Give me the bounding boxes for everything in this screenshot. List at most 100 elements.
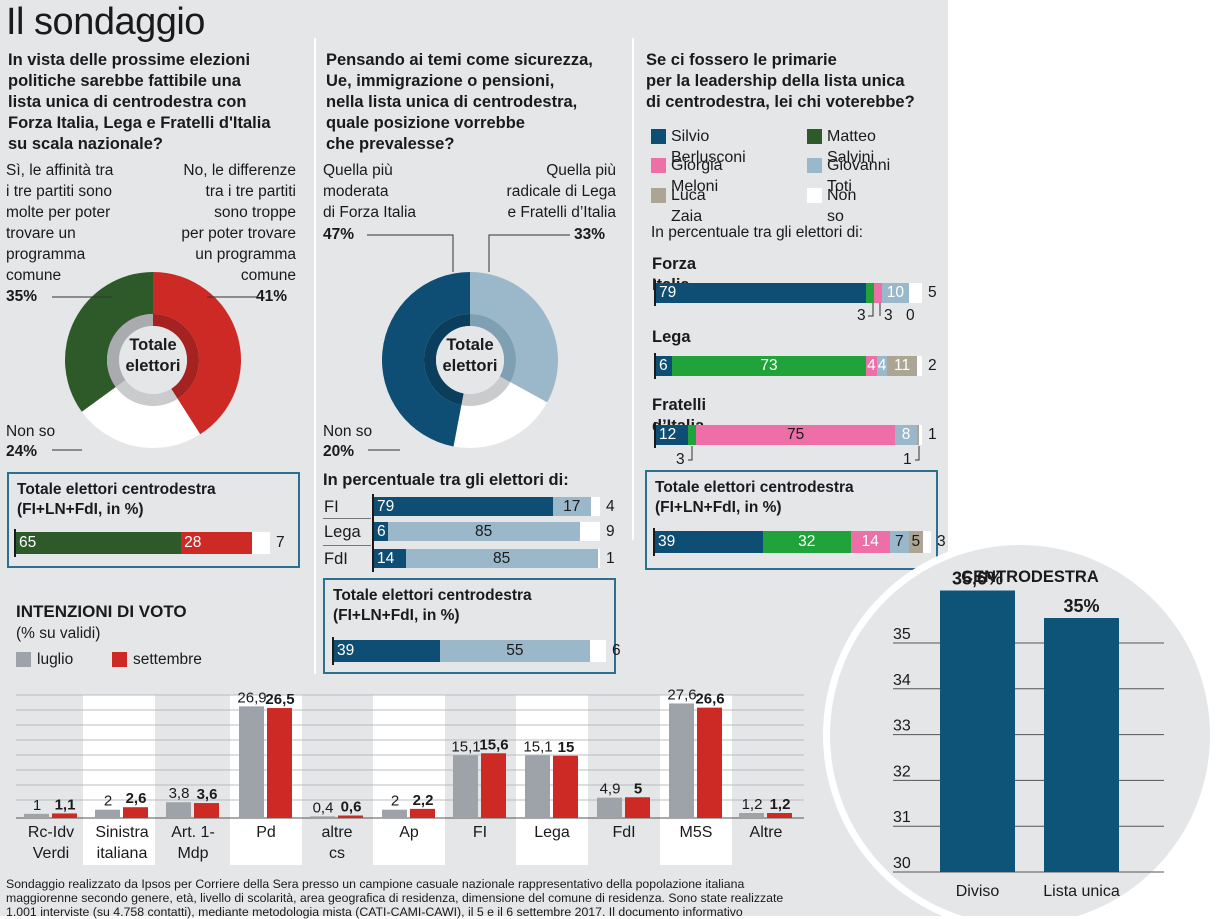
q2-row-separator [323,518,371,519]
q3-total-bar: 39 32 14 7 5 3 [653,528,946,556]
vote-bar-settembre [267,708,292,818]
bar-segment-label: 4 [867,357,876,374]
q1-yes-outer-slice [65,272,153,412]
vote-value-settembre: 3,6 [197,786,218,803]
column-divider [632,38,634,540]
bar-segment-label: 3 [937,533,946,550]
bar-axis-tick [654,280,656,306]
vote-value-settembre: 26,5 [265,691,294,708]
q1-yes-pct: 35% [6,288,38,305]
vote-bar-luglio [382,809,407,818]
vote-bar-settembre [338,815,363,818]
q2-party-bar: 14 85 1 [372,546,615,571]
q3-subtitle: In percentuale tra gli elettori di: [651,224,863,241]
vote-category-label: altre [321,824,352,841]
vote-category-label: Mdp [177,845,208,862]
bar-segment [334,640,441,662]
q2-moderate-pct: 47% [323,226,355,243]
q1-no-inner-slice [153,314,200,399]
vote-bar-luglio [525,755,550,818]
q2-nonso-pct: 20% [323,443,355,460]
q3-legend-swatch [651,129,666,144]
bar-segment [16,532,182,554]
bar-segment [656,425,688,445]
vote-bar-luglio [739,813,764,818]
vote-value-luglio: 2 [391,793,399,810]
vote-value-luglio: 27,6 [667,686,696,703]
bar-segment-label: 32 [798,533,816,550]
q1-nonso-label: Non so [6,423,56,440]
vote-category-label: Pd [256,824,276,841]
vote-bar-settembre [123,807,148,818]
bar-segment [916,425,920,445]
q2-party-bar: 79 17 4 [372,494,615,519]
centrodestra-value-label: 35% [1063,596,1099,616]
bar-segment [374,522,388,541]
q2-party-bar: 6 85 9 [372,519,615,544]
vote-bar-settembre [767,813,792,818]
q1-nonso-inner-slice [115,379,178,407]
vote-value-luglio: 3,8 [169,785,190,802]
bar-segment [579,522,600,541]
q3-question: Se ci fossero le primarie per la leadersh… [646,51,915,111]
q3-legend-swatch [651,158,666,173]
bar-segment [882,283,909,303]
vote-column-band [373,695,445,865]
q1-total-box-title: Totale elettori centrodestra (FI+LN+FdI, … [17,481,216,518]
vote-value-settembre: 5 [634,780,642,797]
bar-segment [656,283,867,303]
vote-bar-luglio [310,816,335,818]
vote-value-luglio: 4,9 [600,781,621,798]
bar-segment [252,532,270,554]
q3-legend-swatch [807,188,822,203]
q1-yes-inner-slice [106,314,153,388]
vote-bar-luglio [669,703,694,818]
q2-radical-inner-slice [470,314,516,383]
bar-segment [687,425,696,445]
q3-connector [915,446,920,461]
bar-segment [919,425,922,445]
bar-segment [916,356,922,376]
bar-segment-label: 2 [928,357,937,374]
vote-bar-settembre [553,755,578,818]
vote-bar-settembre [481,753,506,818]
vote-bar-settembre [410,808,435,818]
centrodestra-ytick: 33 [893,718,911,735]
bar-segment [590,497,600,516]
bar-segment [762,531,851,553]
q3-fi-salvini-label: 3 [857,307,866,324]
centrodestra-category-label: Lista unica [1043,883,1120,900]
bar-segment [850,531,890,553]
bar-segment-label: 39 [337,642,355,659]
bar-segment-label: 17 [563,498,581,515]
vote-value-luglio: 15,1 [523,738,552,755]
bar-segment-label: 9 [606,523,615,540]
centrodestra-bar [940,590,1015,872]
column-divider [314,38,316,674]
q2-radical-leader [488,234,570,272]
bar-segment-label: 75 [787,426,805,443]
bar-segment [405,549,598,568]
q2-moderate-label: Quella più moderata di Forza Italia [323,162,417,221]
bar-segment-label: 14 [861,533,879,550]
centrodestra-ytick: 35 [893,626,911,643]
bar-axis-tick [332,637,334,665]
legend-luglio-label: luglio [37,651,74,668]
q3-legend-label: Giovanni Toti [827,157,891,195]
bar-axis-tick [654,422,656,448]
bar-segment [181,532,253,554]
bar-segment-label: 55 [506,642,524,659]
vote-value-settembre: 0,6 [341,799,362,816]
q2-row-separator [323,545,371,546]
bar-axis-tick [654,353,656,379]
bar-segment-label: 6 [377,523,386,540]
q3-legend-label: Matteo Salvini [827,128,876,166]
vote-value-settembre: 26,6 [695,691,724,708]
vote-category-label: Sinistra [95,824,148,841]
bar-segment-label: 4 [606,498,615,515]
q3-legend-label: Luca Zaia [671,187,706,225]
legend-settembre-label: settembre [133,651,202,668]
vote-bar-settembre [52,813,77,818]
q2-moderate-outer-slice [382,272,470,447]
vote-value-settembre: 1,2 [770,796,791,813]
